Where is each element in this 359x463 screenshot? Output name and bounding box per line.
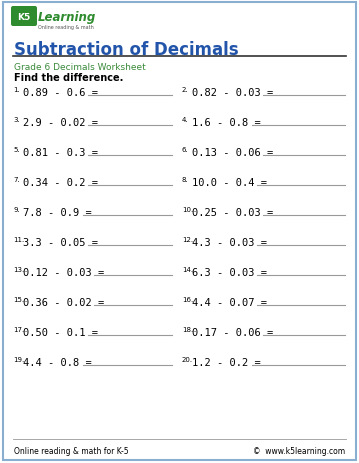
Text: 0.25 - 0.03 =: 0.25 - 0.03 = — [192, 207, 273, 218]
Text: 1.: 1. — [13, 87, 20, 93]
Text: 1.6 - 0.8 =: 1.6 - 0.8 = — [192, 118, 261, 128]
Text: 7.8 - 0.9 =: 7.8 - 0.9 = — [23, 207, 92, 218]
Text: 12.: 12. — [182, 237, 193, 243]
Text: Online reading & math for K-5: Online reading & math for K-5 — [14, 446, 129, 456]
Text: 5.: 5. — [13, 147, 20, 153]
Text: Online reading & math: Online reading & math — [38, 25, 94, 30]
Text: 0.82 - 0.03 =: 0.82 - 0.03 = — [192, 88, 273, 98]
Text: 4.3 - 0.03 =: 4.3 - 0.03 = — [192, 238, 267, 247]
Text: K5: K5 — [17, 13, 31, 21]
Text: 0.89 - 0.6 =: 0.89 - 0.6 = — [23, 88, 98, 98]
Text: 6.3 - 0.03 =: 6.3 - 0.03 = — [192, 268, 267, 277]
Text: 11.: 11. — [13, 237, 24, 243]
Text: 0.34 - 0.2 =: 0.34 - 0.2 = — [23, 178, 98, 188]
Text: 19.: 19. — [13, 356, 24, 362]
Text: 0.12 - 0.03 =: 0.12 - 0.03 = — [23, 268, 104, 277]
Text: 13.: 13. — [13, 266, 24, 272]
Text: Learning: Learning — [38, 11, 96, 24]
Text: 0.17 - 0.06 =: 0.17 - 0.06 = — [192, 327, 273, 337]
Text: 6.: 6. — [182, 147, 189, 153]
Text: 4.4 - 0.07 =: 4.4 - 0.07 = — [192, 297, 267, 307]
Text: Grade 6 Decimals Worksheet: Grade 6 Decimals Worksheet — [14, 63, 146, 71]
Text: 20.: 20. — [182, 356, 193, 362]
Text: 7.: 7. — [13, 176, 20, 182]
Text: 10.0 - 0.4 =: 10.0 - 0.4 = — [192, 178, 267, 188]
FancyBboxPatch shape — [3, 3, 356, 460]
Text: 9.: 9. — [13, 206, 20, 213]
Text: 15.: 15. — [13, 296, 24, 302]
Text: 16.: 16. — [182, 296, 193, 302]
Text: Subtraction of Decimals: Subtraction of Decimals — [14, 41, 239, 59]
Text: 0.50 - 0.1 =: 0.50 - 0.1 = — [23, 327, 98, 337]
Text: 14.: 14. — [182, 266, 193, 272]
Text: 1.2 - 0.2 =: 1.2 - 0.2 = — [192, 357, 261, 367]
Text: 8.: 8. — [182, 176, 189, 182]
Text: 0.13 - 0.06 =: 0.13 - 0.06 = — [192, 148, 273, 158]
Text: 18.: 18. — [182, 326, 193, 332]
Text: 2.9 - 0.02 =: 2.9 - 0.02 = — [23, 118, 98, 128]
FancyBboxPatch shape — [11, 7, 37, 27]
Text: 10.: 10. — [182, 206, 193, 213]
Text: Find the difference.: Find the difference. — [14, 73, 123, 83]
Text: 3.: 3. — [13, 117, 20, 123]
Text: 4.4 - 0.8 =: 4.4 - 0.8 = — [23, 357, 92, 367]
Text: 17.: 17. — [13, 326, 24, 332]
Text: 0.81 - 0.3 =: 0.81 - 0.3 = — [23, 148, 98, 158]
Text: 2.: 2. — [182, 87, 188, 93]
Text: ©  www.k5learning.com: © www.k5learning.com — [253, 446, 345, 456]
Text: 3.3 - 0.05 =: 3.3 - 0.05 = — [23, 238, 98, 247]
Text: 4.: 4. — [182, 117, 188, 123]
Text: 0.36 - 0.02 =: 0.36 - 0.02 = — [23, 297, 104, 307]
